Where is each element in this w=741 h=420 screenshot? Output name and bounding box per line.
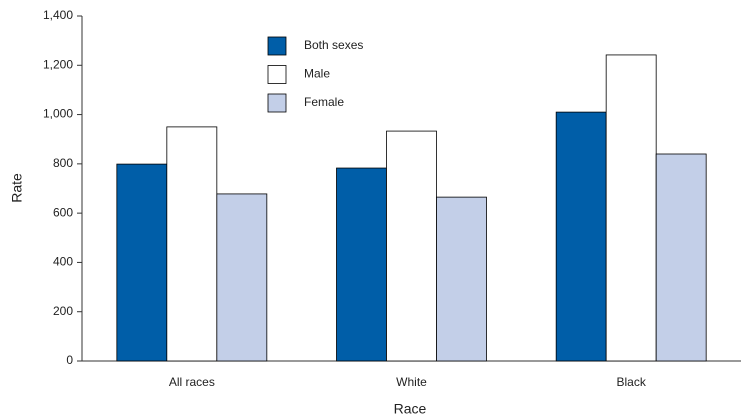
bar — [555, 111, 607, 362]
y-axis-title: Rate — [9, 173, 25, 203]
legend-swatch — [267, 93, 287, 113]
y-tick-label: 1,400 — [43, 8, 73, 22]
legend-swatch — [267, 65, 287, 84]
bar — [336, 167, 387, 362]
x-tick-label: All races — [169, 375, 215, 389]
y-tick-label: 0 — [66, 353, 73, 367]
y-tick-label: 600 — [53, 205, 73, 219]
legend-label: Both sexes — [304, 38, 363, 52]
bar — [166, 126, 218, 362]
y-tick-label: 1,000 — [43, 107, 73, 121]
legend-label: Male — [304, 67, 330, 81]
legend-swatch — [267, 36, 287, 56]
bar — [216, 193, 268, 362]
y-tick-label: 1,200 — [43, 57, 73, 71]
bar — [386, 130, 437, 362]
y-tick-label: 800 — [53, 156, 73, 170]
bar — [655, 153, 707, 362]
x-tick-label: Black — [616, 375, 646, 389]
y-tick-label: 400 — [53, 255, 73, 269]
legend-label: Female — [304, 95, 344, 109]
y-tick-label: 200 — [53, 304, 73, 318]
bar — [436, 196, 487, 362]
bar — [605, 54, 657, 362]
x-axis-title: Race — [394, 401, 427, 417]
bar — [116, 163, 168, 362]
x-tick-label: White — [396, 375, 427, 389]
